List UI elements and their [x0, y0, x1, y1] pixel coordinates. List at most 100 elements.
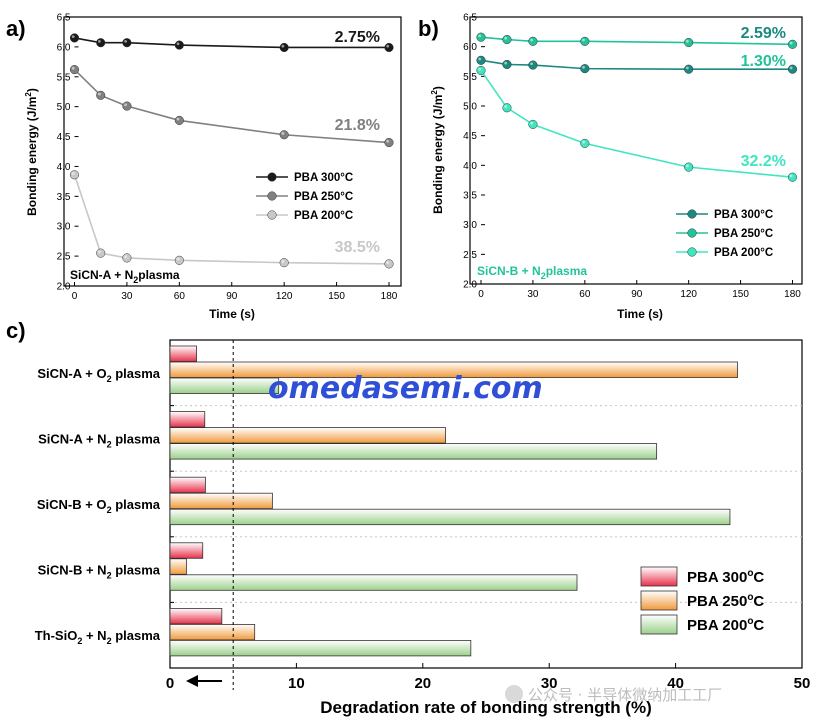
panel-b-legend: PBA 300°C PBA 250°C PBA 200°C: [676, 209, 773, 259]
arrow-head-icon: [186, 675, 198, 687]
x-tick-label: 30: [121, 291, 133, 302]
y-tick-label: 6.5: [57, 13, 71, 24]
point-marker: [502, 103, 512, 113]
category-text-tail: + N: [82, 628, 106, 643]
y-tick-label: 2.0: [463, 280, 477, 291]
y-tick-label: 3.0: [57, 222, 71, 233]
point-highlight: [176, 42, 180, 46]
panel-c-arrow: [186, 675, 222, 687]
legend-label: PBA 300°C: [714, 209, 773, 221]
point-highlight: [386, 261, 390, 264]
x-tick-label: 40: [667, 675, 684, 692]
point-marker: [528, 60, 538, 70]
x-tick-label: 150: [328, 291, 345, 302]
point-highlight: [530, 38, 534, 42]
category-text: Th-SiO: [35, 628, 78, 643]
series-line: [73, 69, 390, 144]
bar: [169, 542, 204, 559]
bar: [169, 640, 472, 657]
bar: [169, 492, 273, 510]
legend-marker: [267, 210, 277, 220]
legend-superscript: o: [747, 568, 753, 579]
point-highlight: [478, 57, 482, 61]
data-point: [96, 248, 106, 258]
x-tick-label: 0: [166, 675, 174, 692]
point-marker: [502, 34, 512, 45]
category-subscript: 2: [107, 374, 112, 384]
y-tick-label: 3.5: [57, 192, 71, 203]
data-point: [528, 36, 538, 46]
data-point: [96, 38, 106, 48]
x-tick-label: 30: [541, 675, 558, 692]
point-highlight: [789, 174, 793, 178]
data-point: [96, 90, 106, 100]
legend-superscript: o: [747, 616, 753, 627]
legend-text: PBA 200: [687, 617, 747, 634]
data-point: [279, 258, 289, 268]
data-point: [528, 119, 538, 129]
legend-marker: [267, 191, 277, 201]
point-marker: [502, 59, 512, 70]
data-point: [69, 170, 80, 180]
point-marker: [384, 137, 394, 148]
panel-a: a) 0 30 60 90 120 150 180 2.0 2.5 3.0 3.5 4.0 4.5 5.0…: [6, 13, 402, 321]
point-highlight: [504, 61, 508, 65]
point-marker: [580, 64, 590, 74]
data-point: [279, 42, 289, 53]
bar: [169, 476, 206, 494]
point-highlight: [124, 40, 128, 43]
bar: [169, 361, 738, 378]
legend-label: PBA 250°C: [294, 191, 353, 203]
category-label: Th-SiO2 + N2 plasma: [35, 628, 161, 646]
panel-a-xlabel: Time (s): [209, 307, 255, 321]
category-text-tail: plasma: [112, 431, 161, 446]
point-marker: [69, 65, 80, 75]
point-highlight: [124, 255, 128, 259]
percent-label: 38.5%: [335, 239, 380, 256]
point-highlight: [789, 41, 793, 45]
point-marker: [476, 65, 486, 75]
x-tick-label: 0: [72, 291, 78, 302]
data-point: [787, 39, 798, 49]
bar: [169, 377, 280, 394]
bar: [169, 558, 187, 575]
point-marker: [476, 55, 486, 65]
data-point: [122, 253, 132, 263]
data-point: [384, 42, 394, 53]
x-tick-label: 120: [276, 291, 293, 302]
category-text-tail: plasma: [112, 497, 161, 512]
point-highlight: [530, 62, 534, 66]
point-marker: [684, 64, 694, 74]
point-highlight: [281, 44, 285, 48]
panel-a-plot-frame: [63, 16, 402, 287]
data-point: [174, 115, 184, 125]
legend-marker: [267, 172, 277, 182]
point-highlight: [685, 164, 689, 168]
data-point: [528, 60, 538, 70]
watermark-text: omedasemi.com: [268, 371, 543, 406]
y-tick-label: 2.0: [57, 282, 71, 293]
point-marker: [122, 101, 132, 111]
point-marker: [96, 38, 106, 48]
category-text-tail: plasma: [112, 366, 161, 381]
y-tick-label: 6.0: [463, 42, 477, 53]
x-tick-label: 50: [794, 675, 811, 692]
x-tick-label: 60: [174, 291, 186, 302]
category-text: SiCN-A + N: [38, 431, 107, 446]
x-tick-label: 180: [784, 289, 801, 300]
y-tick-label: 4.5: [57, 132, 71, 143]
data-point: [502, 34, 512, 45]
legend-swatch: [640, 566, 678, 587]
legend-label: PBA 200°C: [714, 247, 773, 259]
legend-text-tail: C: [753, 593, 764, 610]
percent-label: 21.8%: [335, 117, 380, 134]
data-point: [502, 103, 512, 113]
legend-text: PBA 300: [687, 569, 747, 586]
category-label: SiCN-A + N2 plasma: [38, 431, 161, 449]
panel-b-plot-frame: [469, 16, 803, 285]
point-marker: [384, 42, 394, 53]
category-subscript: 2: [107, 439, 112, 449]
bar: [169, 508, 731, 526]
category-subscript: 2: [107, 636, 112, 646]
